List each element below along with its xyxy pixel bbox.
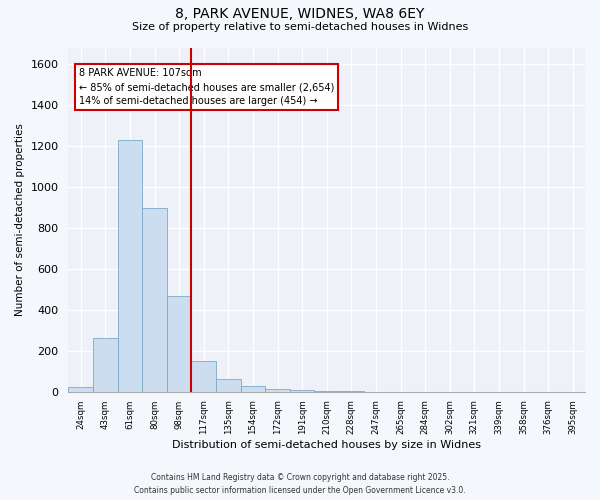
X-axis label: Distribution of semi-detached houses by size in Widnes: Distribution of semi-detached houses by … — [172, 440, 481, 450]
Bar — [118, 140, 142, 392]
Bar — [93, 338, 118, 392]
Text: 8 PARK AVENUE: 107sqm
← 85% of semi-detached houses are smaller (2,654)
14% of s: 8 PARK AVENUE: 107sqm ← 85% of semi-deta… — [79, 68, 334, 106]
Bar — [142, 208, 167, 392]
Y-axis label: Number of semi-detached properties: Number of semi-detached properties — [15, 124, 25, 316]
Bar — [191, 361, 216, 392]
Bar — [290, 390, 314, 392]
Text: Contains HM Land Registry data © Crown copyright and database right 2025.
Contai: Contains HM Land Registry data © Crown c… — [134, 474, 466, 495]
Bar — [167, 296, 191, 392]
Bar — [216, 378, 241, 392]
Bar — [241, 386, 265, 392]
Text: Size of property relative to semi-detached houses in Widnes: Size of property relative to semi-detach… — [132, 22, 468, 32]
Text: 8, PARK AVENUE, WIDNES, WA8 6EY: 8, PARK AVENUE, WIDNES, WA8 6EY — [175, 8, 425, 22]
Bar — [265, 389, 290, 392]
Bar — [314, 391, 339, 392]
Bar — [68, 387, 93, 392]
